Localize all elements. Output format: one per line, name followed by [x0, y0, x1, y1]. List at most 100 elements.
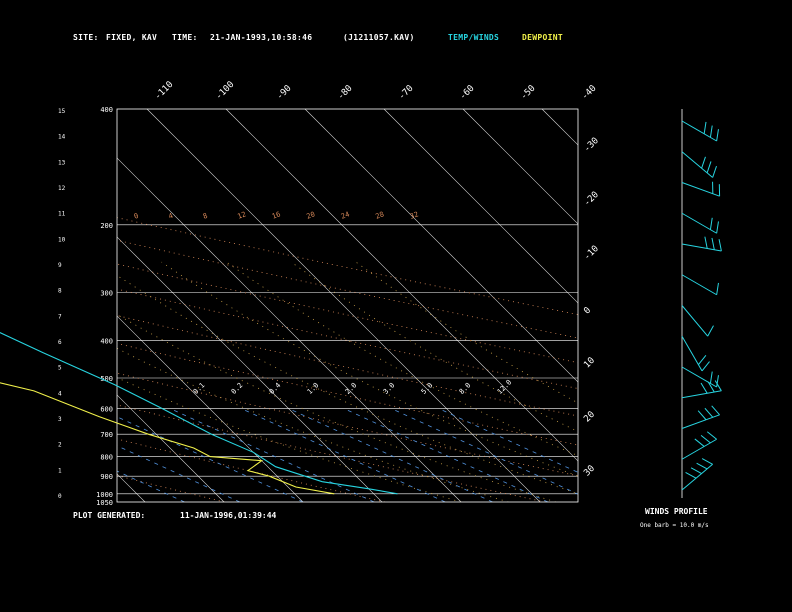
- wind-barb-flag: [703, 121, 707, 134]
- pressure-tick-label: 500: [100, 375, 113, 383]
- wind-barb: [681, 274, 717, 296]
- top-temp-label: -50: [519, 84, 538, 103]
- time-value: 21-JAN-1993,10:58:46: [210, 33, 313, 42]
- isotherm-line: [0, 109, 66, 502]
- temperature-line: [0, 332, 398, 495]
- wind-barb-flag: [716, 375, 719, 388]
- moist-adiabat-line: [117, 377, 462, 502]
- height-tick-label: 2: [58, 442, 62, 449]
- top-temp-label: -60: [458, 84, 477, 103]
- isotherm-line: [117, 473, 146, 502]
- right-temp-label: 30: [582, 464, 597, 479]
- mixing-ratio-label: 12.0: [496, 378, 514, 396]
- wind-barb-flag: [696, 462, 708, 470]
- wind-barb-flag: [706, 161, 712, 173]
- winds-profile-title: WINDS PROFILE: [645, 507, 708, 516]
- wind-barb-flag: [700, 382, 708, 394]
- dry-adiabat-line: [117, 404, 546, 502]
- mixing-ratio-line: [391, 408, 578, 495]
- isotherm-line: [117, 236, 383, 502]
- wind-barb: [681, 390, 722, 399]
- wind-barb: [681, 243, 722, 252]
- top-temp-label: -40: [580, 84, 599, 103]
- height-tick-label: 15: [58, 108, 66, 115]
- wind-barb-flag: [704, 407, 714, 418]
- wind-barb: [681, 212, 717, 234]
- mixing-ratio-line: [117, 416, 304, 502]
- top-temp-label: -70: [397, 84, 416, 103]
- right-temp-label: 0: [582, 306, 593, 317]
- wind-barb-flag: [701, 156, 706, 169]
- wind-barb-flag: [716, 282, 719, 295]
- height-tick-label: 11: [58, 211, 66, 218]
- mixing-ratio-line: [117, 445, 240, 502]
- mixing-ratio-line: [343, 408, 549, 502]
- dry-adiabat-line: [117, 475, 225, 502]
- wind-barb-flag: [698, 354, 707, 365]
- wind-barb-flag: [704, 236, 708, 249]
- top-temp-label: -110: [153, 80, 175, 102]
- wind-barb: [681, 151, 713, 178]
- dry-adiabat-label: 28: [374, 210, 385, 220]
- mixing-ratio-label: 0.2: [230, 381, 245, 396]
- height-tick-label: 12: [58, 185, 66, 192]
- moist-adiabat-line: [226, 261, 578, 457]
- pressure-tick-label: 900: [100, 473, 113, 481]
- moist-adiabat-line: [117, 274, 578, 495]
- height-tick-label: 13: [58, 159, 66, 166]
- winds-profile-note: One barb = 10.0 m/s: [640, 522, 709, 529]
- mixing-ratio-label: 2.0: [344, 381, 359, 396]
- height-tick-label: 3: [58, 416, 62, 423]
- wind-barb-flag: [701, 458, 713, 465]
- dry-adiabat-line: [117, 288, 578, 389]
- wind-barb: [681, 438, 717, 460]
- pressure-tick-label: 400: [100, 106, 113, 114]
- wind-barb-flag: [712, 165, 717, 178]
- right-temp-label: -30: [582, 136, 601, 155]
- height-tick-label: 14: [58, 134, 66, 141]
- isotherm-line: [146, 109, 541, 502]
- pressure-tick-label: 300: [100, 290, 113, 298]
- pressure-tick-label: 400: [100, 338, 113, 346]
- wind-barb-flag: [709, 217, 713, 230]
- dry-adiabat-label: 32: [409, 210, 420, 220]
- isotherm-line: [541, 109, 578, 146]
- right-temp-label: 10: [582, 356, 597, 371]
- right-temp-label: 20: [582, 410, 597, 425]
- wind-barb-flag: [707, 381, 715, 393]
- right-temp-label: -20: [582, 190, 601, 209]
- right-temp-label: -10: [582, 244, 601, 263]
- isotherm-line: [225, 109, 578, 462]
- dry-adiabat-line: [117, 263, 578, 364]
- wind-barb-flag: [690, 467, 702, 474]
- wind-barb-flag: [709, 371, 713, 384]
- isotherm-line: [462, 109, 578, 225]
- wind-barb-flag: [685, 471, 697, 479]
- height-tick-label: 8: [58, 288, 62, 295]
- wind-barb: [681, 182, 720, 197]
- dry-adiabat-label: 0: [133, 212, 140, 221]
- pressure-tick-label: 200: [100, 222, 113, 230]
- pressure-tick-label: 1000: [96, 491, 113, 499]
- wind-barb-flag: [714, 380, 722, 392]
- dry-adiabat-line: [117, 239, 578, 339]
- dry-adiabat-label: 12: [236, 210, 247, 220]
- dry-adiabat-line: [117, 372, 578, 477]
- mixing-ratio-label: 0.4: [268, 381, 283, 396]
- pressure-tick-label: 1050: [96, 499, 113, 507]
- height-tick-label: 0: [58, 493, 62, 500]
- plot-frame: [116, 108, 579, 503]
- wind-barb: [681, 305, 709, 337]
- wind-barb-flag: [711, 405, 720, 416]
- wind-barb: [681, 366, 717, 388]
- isotherm-line: [117, 315, 304, 502]
- pressure-tick-label: 600: [100, 405, 113, 413]
- top-temp-label: -80: [336, 84, 355, 103]
- dry-adiabat-line: [117, 217, 578, 315]
- mixing-ratio-line: [117, 470, 185, 502]
- wind-barb: [681, 336, 703, 372]
- dry-adiabat-label: 24: [340, 210, 351, 220]
- height-tick-label: 7: [58, 313, 62, 320]
- wind-barb-flag: [716, 221, 719, 234]
